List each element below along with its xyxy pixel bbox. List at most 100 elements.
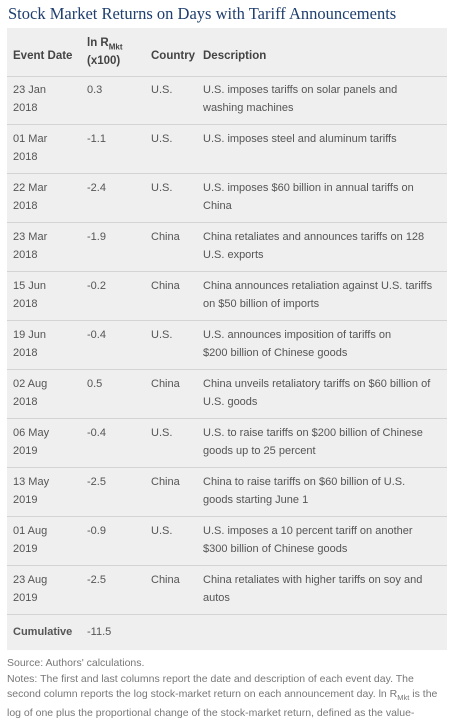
cumulative-row: Cumulative -11.5 (7, 620, 447, 648)
return-cell: -2.5 (87, 473, 137, 491)
description-cell-text: U.S. exports (203, 249, 264, 261)
event-date-cell-text: 2018 (13, 298, 38, 310)
country-cell-text: China (151, 574, 180, 586)
description-cell: China retaliates with higher tariffs on … (203, 571, 443, 607)
return-cell: 0.5 (87, 375, 137, 393)
notes-line-1: Notes: The first and last columns report… (7, 672, 414, 685)
description-cell: U.S. imposes tariffs on solar panels and… (203, 81, 443, 117)
return-cell: -2.5 (87, 571, 137, 589)
notes-line-2-part-b: is the (409, 688, 438, 700)
table-notes: Source: Authors' calculations. Notes: Th… (7, 656, 449, 721)
event-date-cell: 13 May 2019 (13, 473, 75, 509)
event-date-cell-text: 15 Jun (13, 280, 47, 292)
description-cell: U.S. imposes a 10 percent tariff on anot… (203, 522, 443, 558)
country-cell-text: China (151, 280, 180, 292)
country-cell: U.S. (151, 326, 201, 344)
event-date-cell-text: 2018 (13, 347, 38, 359)
event-date-cell: 23 Jan 2018 (13, 81, 75, 117)
country-cell-text: U.S. (151, 182, 173, 194)
return-cell-text: -1.1 (87, 133, 106, 145)
description-cell: U.S. imposes steel and aluminum tariffs (203, 130, 443, 148)
description-cell-text: on $50 billion of imports (203, 298, 320, 310)
country-cell: U.S. (151, 130, 201, 148)
description-cell-text: U.S. imposes a 10 percent tariff on anot… (203, 525, 413, 537)
description-cell-text: U.S. imposes tariffs on solar panels and (203, 84, 398, 96)
return-cell: -0.2 (87, 277, 137, 295)
return-cell: 0.3 (87, 81, 137, 99)
return-cell: -1.9 (87, 228, 137, 246)
event-date-cell: 01 Aug 2019 (13, 522, 75, 558)
event-date-cell-text: 02 Aug (13, 378, 48, 390)
cumulative-value: -11.5 (87, 626, 112, 638)
event-date-cell: 02 Aug 2018 (13, 375, 75, 411)
description-cell-text: washing machines (203, 102, 294, 114)
event-date-cell-text: 01 Aug (13, 525, 48, 537)
header-return-units: (x100) (87, 55, 121, 68)
description-cell-text: China (203, 200, 232, 212)
event-date-cell: 23 Mar 2018 (13, 228, 75, 264)
cumulative-label: Cumulative (13, 626, 73, 638)
return-cell: -2.4 (87, 179, 137, 197)
table-row: 13 May 2019 -2.5 China China to raise tariff… (7, 468, 447, 517)
country-cell: U.S. (151, 522, 201, 540)
notes-line-2-part-a: second column reports the log stock-mark… (7, 688, 398, 700)
description-cell-text: China announces retaliation against U.S.… (203, 280, 433, 292)
event-date-cell: 01 Mar 2018 (13, 130, 75, 166)
country-cell: U.S. (151, 81, 201, 99)
description-cell-text: U.S. goods (203, 396, 258, 408)
description-cell-text: goods starting June 1 (203, 494, 309, 506)
description-cell-text: $200 billion of Chinese goods (203, 347, 348, 359)
description-cell-text: U.S. announces imposition of tariffs on (203, 329, 392, 341)
country-cell-text: China (151, 476, 180, 488)
event-date-cell-text: 2018 (13, 249, 38, 261)
notes-line-2: second column reports the log stock-mark… (7, 687, 449, 706)
header-country: Country (151, 50, 196, 62)
return-cell-text: -2.5 (87, 476, 106, 488)
country-cell-text: China (151, 378, 180, 390)
header-return: ln RMkt (x100) (87, 36, 137, 69)
event-date-cell-text: 23 Aug (13, 574, 48, 586)
table-row: 23 Jan 2018 0.3 U.S. U.S. imposes tariffs on… (7, 76, 447, 125)
return-cell-text: -0.9 (87, 525, 106, 537)
description-cell-text: China retaliates with higher tariffs on … (203, 574, 423, 586)
description-cell: U.S. to raise tariffs on $200 billion of… (203, 424, 443, 460)
header-description: Description (203, 50, 267, 62)
return-cell: -1.1 (87, 130, 137, 148)
description-cell: China unveils retaliatory tariffs on $60… (203, 375, 443, 411)
return-cell-text: 0.3 (87, 84, 103, 96)
country-cell: China (151, 571, 201, 589)
table-title: Stock Market Returns on Days with Tariff… (8, 4, 397, 23)
table-row: 06 May 2019 -0.4 U.S. U.S. to raise tariffs … (7, 419, 447, 468)
return-cell: -0.4 (87, 424, 137, 442)
return-cell-text: -2.5 (87, 574, 106, 586)
event-date-cell-text: 23 Jan (13, 84, 47, 96)
description-cell-text: U.S. to raise tariffs on $200 billion of… (203, 427, 423, 439)
returns-table: Event Date ln RMkt (x100) Country Descri… (7, 28, 447, 650)
event-date-cell-text: 2018 (13, 151, 38, 163)
description-cell: U.S. announces imposition of tariffs on $… (203, 326, 443, 362)
event-date-cell-text: 22 Mar (13, 182, 48, 194)
return-cell-text: -0.4 (87, 329, 106, 341)
country-cell-text: U.S. (151, 329, 173, 341)
event-date-cell: 23 Aug 2019 (13, 571, 75, 607)
description-cell-text: China unveils retaliatory tariffs on $60… (203, 378, 431, 390)
country-cell: China (151, 473, 201, 491)
header-return-symbol: ln R (87, 37, 109, 49)
event-date-cell-text: 19 Jun (13, 329, 47, 341)
event-date-cell-text: 01 Mar (13, 133, 48, 145)
country-cell-text: China (151, 231, 180, 243)
description-cell: China retaliates and announces tariffs o… (203, 228, 443, 264)
notes-line-3: log of one plus the proportional change … (7, 706, 415, 719)
country-cell-text: U.S. (151, 84, 173, 96)
event-date-cell-text: 2019 (13, 543, 38, 555)
table-row: 19 Jun 2018 -0.4 U.S. U.S. announces imposit… (7, 321, 447, 370)
country-cell: U.S. (151, 179, 201, 197)
table-row: 23 Aug 2019 -2.5 China China retaliates with… (7, 566, 447, 615)
return-cell: -0.9 (87, 522, 137, 540)
event-date-cell-text: 13 May (13, 476, 50, 488)
description-cell: U.S. imposes $60 billion in annual tarif… (203, 179, 443, 215)
return-cell: -0.4 (87, 326, 137, 344)
event-date-cell-text: 06 May (13, 427, 50, 439)
event-date-cell-text: 2019 (13, 592, 38, 604)
event-date-cell-text: 2018 (13, 396, 38, 408)
